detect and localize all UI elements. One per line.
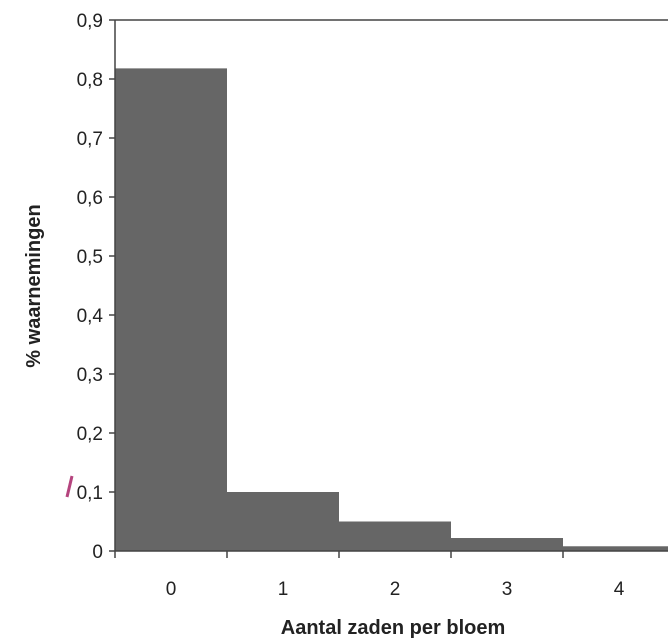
y-tick-label: 0,1 bbox=[77, 483, 103, 504]
bar-2 bbox=[339, 522, 451, 552]
y-tick-label: 0,4 bbox=[77, 306, 104, 327]
x-tick-label: 0 bbox=[166, 579, 177, 600]
decorative-stroke bbox=[67, 476, 72, 497]
bars-group bbox=[115, 68, 668, 551]
y-tick-label: 0,6 bbox=[77, 188, 103, 209]
x-tick-label: 3 bbox=[502, 579, 513, 600]
y-tick-label: 0,9 bbox=[77, 11, 103, 32]
y-tick-label: 0,3 bbox=[77, 365, 103, 386]
y-tick-label: 0,7 bbox=[77, 129, 103, 150]
y-tick-label: 0 bbox=[92, 542, 103, 563]
x-tick-label: 4 bbox=[614, 579, 625, 600]
x-axis-ticks: 0 1 2 3 4 bbox=[115, 551, 668, 600]
y-tick-label: 0,2 bbox=[77, 424, 103, 445]
bar-1 bbox=[227, 492, 339, 551]
bar-3 bbox=[451, 538, 563, 551]
bar-0 bbox=[115, 68, 227, 551]
x-tick-label: 2 bbox=[390, 579, 401, 600]
y-axis-ticks: 0 0,1 0,2 0,3 0,4 0,5 0,6 0,7 0,8 0,9 bbox=[77, 11, 115, 563]
y-tick-label: 0,5 bbox=[77, 247, 103, 268]
x-axis-title: Aantal zaden per bloem bbox=[281, 617, 506, 639]
y-tick-label: 0,8 bbox=[77, 70, 103, 91]
y-axis-title: % waarnemingen bbox=[23, 204, 45, 367]
x-tick-label: 1 bbox=[278, 579, 289, 600]
